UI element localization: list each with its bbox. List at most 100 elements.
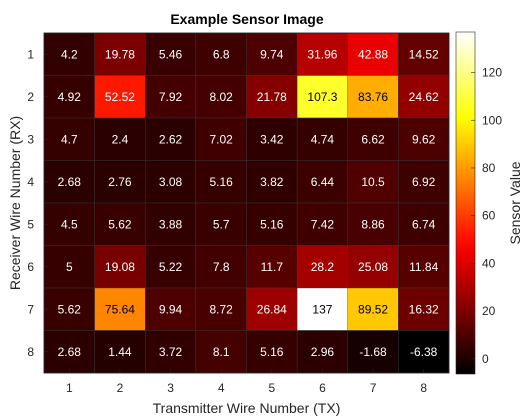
cell-value-label: 5.7 <box>213 217 230 231</box>
cell-value-label: 7.92 <box>159 90 183 104</box>
heatmap-cell <box>347 245 399 289</box>
heatmap-cell <box>195 32 247 76</box>
cell-value-label: 3.08 <box>159 175 183 189</box>
heatmap-cell <box>296 287 348 331</box>
y-tick-label: 8 <box>27 345 34 359</box>
heatmap-cell <box>43 160 95 204</box>
heatmap-cell <box>296 117 348 161</box>
heatmap-cell <box>246 287 298 331</box>
cell-value-label: 2.62 <box>159 132 183 146</box>
cell-value-label: 8.1 <box>213 345 230 359</box>
heatmap-cell <box>195 117 247 161</box>
cell-value-label: 5.16 <box>210 175 234 189</box>
x-axis-label: Transmitter Wire Number (TX) <box>153 400 341 416</box>
cell-value-label: 6.8 <box>213 47 230 61</box>
cell-value-label: 7.8 <box>213 260 230 274</box>
colorbar: 0 20 40 60 80 100 120 <box>455 31 502 375</box>
x-tick-label: 3 <box>167 381 174 395</box>
y-tick-label: 3 <box>27 132 34 146</box>
x-tick-label: 1 <box>66 381 73 395</box>
heatmap-cell <box>347 75 399 119</box>
y-tick-label: 1 <box>27 47 34 61</box>
cell-value-label: 9.62 <box>412 132 436 146</box>
cell-value-label: 4.5 <box>61 217 78 231</box>
heatmap-cell <box>398 330 450 374</box>
heatmap-cell <box>246 245 298 289</box>
cell-value-label: 31.96 <box>307 47 337 61</box>
colorbar-tick-label: 40 <box>482 256 496 270</box>
heatmap-cell <box>195 202 247 246</box>
heatmap-cell <box>195 75 247 119</box>
x-tick-label: 8 <box>420 381 427 395</box>
heatmap-cell <box>296 245 348 289</box>
cell-value-label: 2.68 <box>58 175 82 189</box>
cell-value-label: 42.88 <box>358 47 388 61</box>
cell-value-label: 4.2 <box>61 47 78 61</box>
cell-value-label: 6.92 <box>412 175 436 189</box>
x-tick-label: 2 <box>117 381 124 395</box>
heatmap-cell <box>296 202 348 246</box>
cell-value-label: 3.72 <box>159 345 183 359</box>
heatmap-cell <box>296 32 348 76</box>
cell-value-label: 6.74 <box>412 217 436 231</box>
heatmap-cell <box>296 75 348 119</box>
cell-value-label: 19.08 <box>105 260 135 274</box>
heatmap-cell <box>94 75 146 119</box>
heatmap-cell <box>347 160 399 204</box>
y-tick-label: 2 <box>27 90 34 104</box>
cell-value-label: 8.72 <box>210 302 234 316</box>
cell-value-label: 7.42 <box>311 217 335 231</box>
colorbar-tick-label: 0 <box>482 352 489 366</box>
heatmap-cell <box>94 245 146 289</box>
y-tick-label: 5 <box>27 217 34 231</box>
cell-value-label: 5 <box>66 260 73 274</box>
cell-value-label: 7.02 <box>210 132 234 146</box>
x-tick-label: 5 <box>268 381 275 395</box>
cell-value-label: 137 <box>312 302 332 316</box>
colorbar-tick-label: 20 <box>482 304 496 318</box>
y-tick-label: 7 <box>27 302 34 316</box>
colorbar-tick-label: 100 <box>482 113 502 127</box>
cell-value-label: 3.82 <box>260 175 284 189</box>
cell-value-label: -1.68 <box>359 345 387 359</box>
heatmap-cell <box>145 117 197 161</box>
heatmap-cell <box>347 287 399 331</box>
x-tick-label: 4 <box>218 381 225 395</box>
cell-value-label: 9.94 <box>159 302 183 316</box>
cell-value-label: 11.7 <box>261 260 284 274</box>
plot-frame <box>43 32 450 374</box>
cell-value-label: 1.44 <box>108 345 132 359</box>
y-tick-label: 6 <box>27 260 34 274</box>
heatmap-cell <box>347 117 399 161</box>
heatmap-cell <box>94 117 146 161</box>
colorbar-tick-label: 60 <box>482 209 496 223</box>
heatmap-cell <box>195 160 247 204</box>
cell-value-label: 8.86 <box>361 217 385 231</box>
cell-value-label: 5.46 <box>159 47 183 61</box>
chart-title: Example Sensor Image <box>170 11 324 27</box>
colorbar-tick-label: 80 <box>482 161 496 175</box>
heatmap-cell <box>145 202 197 246</box>
cell-value-label: 4.7 <box>61 132 78 146</box>
cell-value-label: 26.84 <box>257 302 287 316</box>
heatmap-cell <box>246 75 298 119</box>
heatmap-cell <box>246 32 298 76</box>
heatmap-cells: 4.2 19.78 5.46 6.8 9.74 31.96 42.88 14.524.92 52… <box>43 32 450 374</box>
cell-value-label: 25.08 <box>358 260 388 274</box>
cell-value-label: 107.3 <box>307 90 337 104</box>
heatmap-cell <box>398 202 450 246</box>
heatmap-cell <box>94 32 146 76</box>
cell-value-label: 89.52 <box>358 302 388 316</box>
cell-value-label: 11.84 <box>409 260 438 274</box>
cell-value-label: 10.5 <box>361 175 385 189</box>
cell-value-label: 5.22 <box>159 260 183 274</box>
heatmap-cell <box>398 287 450 331</box>
x-tick-label: 7 <box>370 381 377 395</box>
x-tick-labels: 1 2 3 4 5 6 7 8 <box>66 369 427 395</box>
cell-value-label: -6.38 <box>410 345 438 359</box>
cell-value-label: 28.2 <box>311 260 335 274</box>
colorbar-gradient <box>455 31 476 375</box>
y-tick-labels: 1 2 3 4 5 6 7 8 <box>27 47 48 359</box>
